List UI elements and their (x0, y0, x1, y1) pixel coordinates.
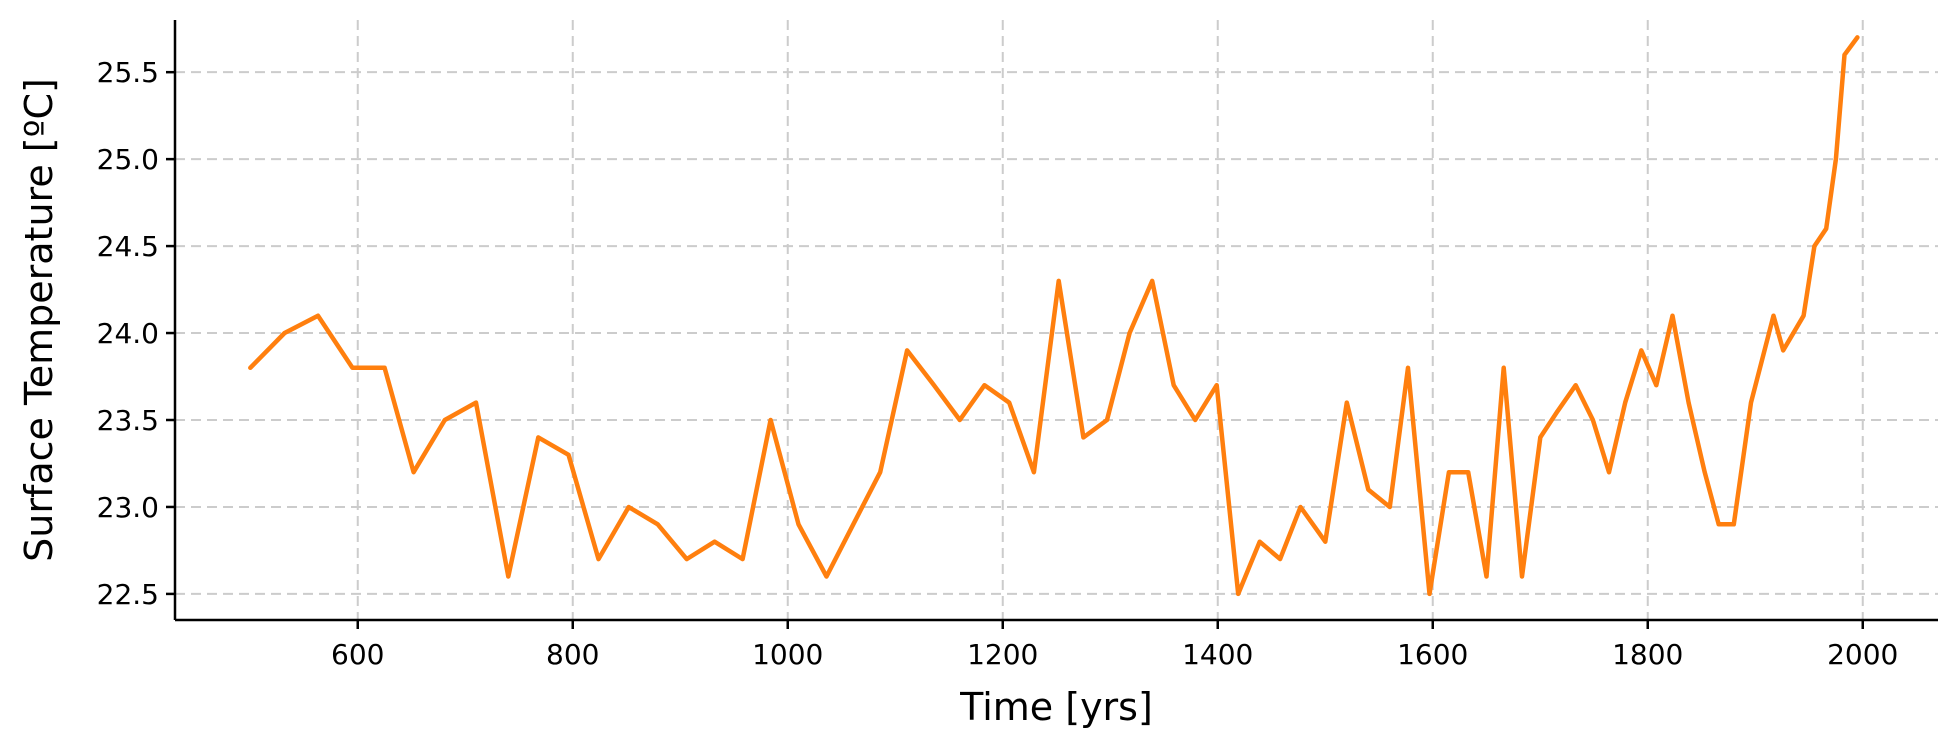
grid (175, 20, 1938, 620)
y-tick-label: 24.0 (97, 317, 159, 350)
y-tick-label: 23.5 (97, 404, 159, 437)
x-tick-label: 1600 (1397, 638, 1468, 671)
x-tick-label: 1000 (752, 638, 823, 671)
x-axis-title: Time [yrs] (959, 685, 1153, 729)
y-tick-label: 25.0 (97, 143, 159, 176)
temperature-series-line (248, 35, 1860, 597)
x-tick-label: 600 (331, 638, 384, 671)
ticks: 600 800 1000 1200 1400 1600 1800 2000 22.5 23.0 23… (97, 56, 1899, 671)
x-tick-label: 1400 (1182, 638, 1253, 671)
y-tick-label: 25.5 (97, 56, 159, 89)
axes (173, 20, 1938, 622)
x-tick-label: 1800 (1612, 638, 1683, 671)
y-axis-title: Surface Temperature [ºC] (17, 78, 61, 562)
x-tick-label: 800 (546, 638, 599, 671)
x-tick-label: 2000 (1827, 638, 1898, 671)
x-tick-label: 1200 (967, 638, 1038, 671)
series-layer (248, 35, 1860, 597)
y-tick-label: 24.5 (97, 230, 159, 263)
y-tick-label: 22.5 (97, 578, 159, 611)
y-tick-label: 23.0 (97, 491, 159, 524)
